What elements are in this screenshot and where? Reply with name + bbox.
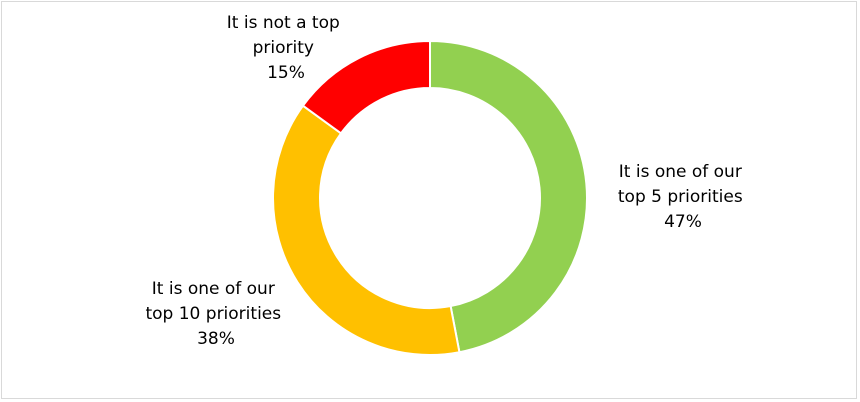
- slice-label-top5-line1: It is one of our: [619, 162, 742, 182]
- slice-label-not-top-line2: priority: [253, 38, 314, 58]
- slice-label-top5-line2: top 5 priorities: [618, 187, 743, 207]
- slice-top10: [272, 104, 461, 356]
- slice-label-not-top-line1: It is not a top: [227, 13, 340, 33]
- slice-value-not-top: 15%: [267, 63, 305, 83]
- slice-value-top5: 47%: [664, 212, 702, 232]
- slice-label-top10-line1: It is one of our: [152, 279, 275, 299]
- slice-not-top: [301, 39, 431, 135]
- slice-top5: [429, 39, 588, 354]
- slice-label-top10: It is one of our top 10 priorities 38%: [145, 279, 286, 349]
- slice-label-top5: It is one of our top 5 priorities 47%: [618, 162, 748, 232]
- slice-label-top10-line2: top 10 priorities: [145, 304, 281, 324]
- slice-label-not-top: It is not a top priority 15%: [227, 13, 345, 83]
- slice-value-top10: 38%: [197, 329, 235, 349]
- donut-slices: [272, 39, 588, 356]
